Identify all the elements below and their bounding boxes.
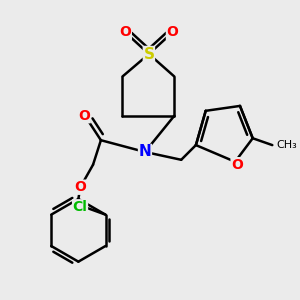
Text: O: O xyxy=(74,180,86,194)
Text: Cl: Cl xyxy=(73,200,88,214)
Text: CH₃: CH₃ xyxy=(276,140,297,150)
Text: O: O xyxy=(78,109,90,123)
Text: O: O xyxy=(119,26,131,40)
Text: S: S xyxy=(143,46,155,62)
Text: O: O xyxy=(231,158,243,172)
Text: O: O xyxy=(167,26,178,40)
Text: N: N xyxy=(139,145,151,160)
